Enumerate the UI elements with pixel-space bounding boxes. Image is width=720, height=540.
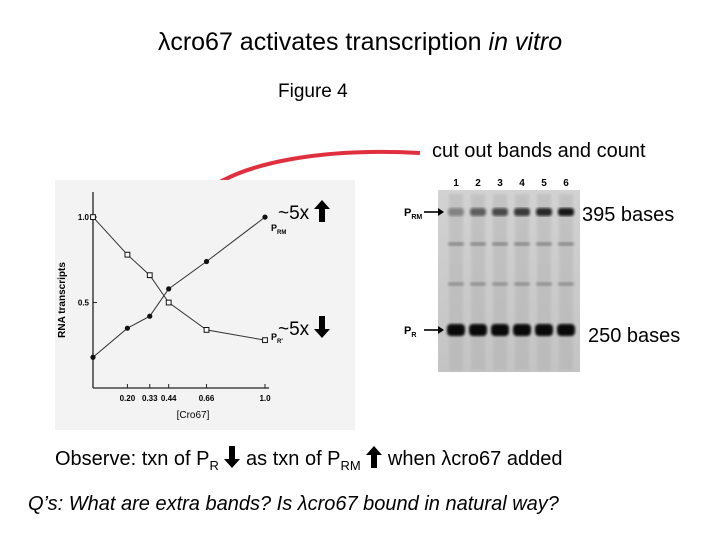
- faint-band: [536, 242, 552, 246]
- data-point: [203, 326, 210, 333]
- band-prm: [492, 208, 508, 216]
- cut-note: cut out bands and count: [432, 140, 646, 162]
- faint-band: [536, 282, 552, 286]
- series-line: [92, 216, 266, 341]
- gel-label-prm: PRM: [404, 207, 422, 221]
- data-point: [165, 299, 172, 306]
- gel-lane-label: 1: [453, 178, 459, 189]
- faint-band: [492, 282, 508, 286]
- faint-band: [514, 242, 530, 246]
- x-tick-label: 0.20: [120, 394, 136, 403]
- band-pr: [447, 324, 465, 336]
- band-lower-label: 250 bases: [588, 325, 681, 347]
- arrow-up-icon: [366, 446, 383, 468]
- band-prm: [448, 208, 464, 216]
- faint-band: [470, 242, 486, 246]
- data-point: [90, 214, 96, 220]
- observe-sub2: RM: [340, 458, 361, 473]
- band-pr: [469, 324, 487, 336]
- observe-part2: as txn of P: [246, 448, 341, 470]
- data-point: [147, 313, 153, 319]
- gel-image: 1 2 3 4 5 6 PRM PR: [400, 172, 580, 372]
- band-upper-label: 395 bases: [582, 204, 675, 226]
- series-pr: PR′: [90, 214, 283, 345]
- arrow-up-icon: [314, 200, 331, 222]
- observe-sub1: R: [209, 458, 219, 473]
- faint-band: [558, 282, 574, 286]
- fold-up-text: ~5x: [278, 203, 310, 224]
- band-prm: [514, 208, 530, 216]
- x-tick-label: 1.0: [259, 394, 271, 403]
- faint-band: [558, 242, 574, 246]
- data-point: [90, 354, 96, 360]
- data-point: [146, 272, 153, 279]
- x-tick-label: 0.33: [142, 394, 158, 403]
- band-pr: [557, 324, 575, 336]
- band-pr: [513, 324, 531, 336]
- x-axis-label: [Cro67]: [177, 410, 210, 421]
- title-emphasis: in vitro: [488, 28, 563, 56]
- gel-lanes: 1 2 3 4 5 6: [447, 178, 575, 370]
- title-text: λcro67 activates transcription: [157, 28, 489, 56]
- faint-band: [470, 282, 486, 286]
- faint-band: [448, 242, 464, 246]
- gel-lane-label: 2: [475, 178, 481, 189]
- gel-lane-label: 3: [497, 178, 503, 189]
- question-text: Q’s: What are extra bands? Is λcro67 bou…: [28, 493, 559, 515]
- chart-series: PRM PR′: [90, 214, 286, 360]
- fold-down-annotation: ~5x: [278, 316, 331, 341]
- arrow-down-icon: [224, 446, 241, 468]
- faint-band: [448, 282, 464, 286]
- y-tick-label: 1.0: [78, 213, 90, 222]
- observe-part1: Observe: txn of P: [55, 448, 210, 470]
- data-point: [124, 251, 131, 258]
- data-point: [203, 258, 210, 265]
- gel-label-pr: PR: [404, 325, 416, 339]
- series-label: PRM: [271, 223, 286, 236]
- arrow-down-icon: [314, 316, 331, 338]
- band-prm: [558, 208, 574, 216]
- faint-band: [492, 242, 508, 246]
- y-axis-label: RNA transcripts: [57, 262, 68, 338]
- y-tick-label: 0.5: [78, 299, 90, 308]
- data-point: [124, 325, 130, 331]
- data-point: [166, 286, 172, 292]
- gel-lane-label: 4: [519, 178, 525, 189]
- band-prm: [536, 208, 552, 216]
- data-point: [262, 337, 268, 344]
- series-line: [92, 216, 266, 358]
- faint-band: [514, 282, 530, 286]
- slide-title: λcro67 activates transcription in vitro: [0, 28, 720, 57]
- observation-text: Observe: txn of PR as txn of PRM when λc…: [55, 446, 562, 473]
- x-tick-label: 0.66: [199, 394, 215, 403]
- data-point: [262, 214, 268, 220]
- series-prm: PRM: [90, 214, 286, 360]
- series-label: PR′: [271, 332, 283, 345]
- fold-down-text: ~5x: [278, 319, 310, 340]
- band-prm: [470, 208, 486, 216]
- figure-label: Figure 4: [278, 81, 348, 102]
- observe-part3: when λcro67 added: [387, 448, 563, 470]
- line-chart: 0.20 0.33 0.44 0.66 1.0 1.0 0.5 PRM PR′ [Cro67]…: [55, 180, 355, 430]
- gel-lane-label: 5: [541, 178, 547, 189]
- gel-lane-label: 6: [563, 178, 569, 189]
- band-pr: [491, 324, 509, 336]
- x-tick-label: 0.44: [161, 394, 177, 403]
- fold-up-annotation: ~5x: [278, 200, 331, 225]
- band-pr: [535, 324, 553, 336]
- chart-ticks: 0.20 0.33 0.44 0.66 1.0 1.0 0.5: [78, 213, 271, 403]
